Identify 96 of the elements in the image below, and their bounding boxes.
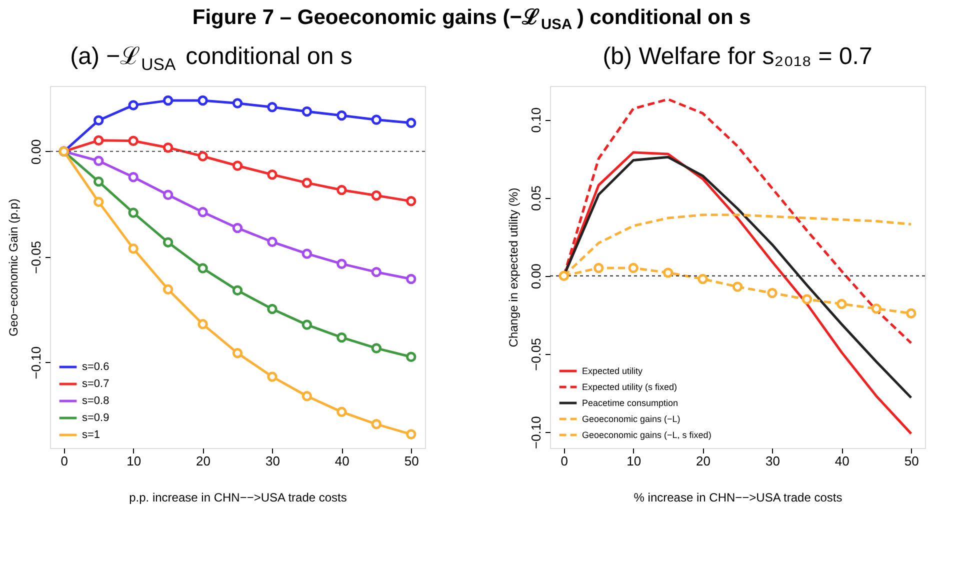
legend-label: Geoeconomic gains (−L): [582, 414, 680, 424]
point: [836, 298, 847, 310]
point: [267, 236, 278, 248]
x-tick-label: 0: [560, 454, 568, 468]
point: [232, 160, 243, 171]
point: [371, 343, 382, 354]
point: [906, 308, 916, 318]
point: [406, 274, 416, 284]
point: [93, 156, 104, 166]
point: [232, 348, 243, 358]
x-axis-title: p.p. increase in CHN−−>USA trade costs: [129, 490, 347, 504]
legend-label: s=0.7: [82, 378, 110, 390]
point: [267, 169, 278, 180]
x-tick-label: 40: [334, 454, 350, 468]
point: [93, 196, 104, 207]
legend-label: Expected utility (s fixed): [582, 382, 678, 392]
point: [162, 142, 174, 153]
point: [302, 320, 312, 330]
point: [128, 208, 138, 218]
x-tick-label: 20: [696, 454, 711, 468]
point: [198, 151, 208, 162]
point: [371, 114, 382, 125]
point: [871, 304, 882, 314]
point: [128, 100, 138, 110]
y-tick-label: −0.10: [528, 416, 544, 450]
point: [162, 95, 174, 106]
legend-label: Peacetime consumption: [582, 398, 678, 408]
point: [336, 406, 347, 418]
legend-label: Expected utility: [582, 366, 644, 376]
point: [162, 237, 174, 248]
point: [198, 319, 208, 330]
point: [336, 110, 347, 121]
y-axis-title: Geo−economic Gain (p.p): [6, 198, 20, 336]
point: [406, 352, 416, 362]
point: [198, 263, 208, 274]
point: [93, 176, 104, 187]
point: [302, 248, 312, 259]
y-tick-label: −0.05: [528, 338, 544, 371]
y-tick-label: 0.10: [528, 107, 544, 133]
y-tick-label: −0.10: [28, 346, 44, 380]
point: [232, 222, 243, 234]
point: [128, 172, 138, 182]
point: [732, 282, 743, 292]
point: [406, 196, 416, 206]
x-tick-label: 10: [626, 454, 642, 468]
legend-label: s=1: [82, 429, 100, 441]
point: [267, 102, 278, 112]
x-tick-label: 50: [404, 454, 419, 468]
point: [232, 98, 243, 108]
legend-label: s=0.9: [82, 412, 110, 424]
point: [267, 304, 278, 314]
point: [767, 288, 778, 298]
point: [371, 266, 382, 278]
point: [558, 270, 570, 281]
x-tick-label: 30: [765, 454, 780, 468]
point: [198, 207, 208, 218]
x-axis-title: % increase in CHN−−>USA trade costs: [634, 490, 842, 504]
x-tick-label: 10: [126, 454, 142, 468]
point: [128, 244, 138, 254]
point: [302, 106, 312, 117]
x-tick-label: 0: [60, 454, 68, 468]
y-tick-label: 0.05: [528, 186, 544, 211]
point: [302, 390, 312, 402]
point: [162, 284, 174, 294]
x-tick-label: 20: [196, 454, 211, 468]
point: [662, 268, 674, 278]
point: [593, 262, 604, 274]
point: [302, 178, 312, 188]
point: [336, 258, 347, 269]
point: [162, 190, 174, 200]
x-tick-label: 40: [834, 454, 850, 468]
point: [628, 262, 638, 274]
point: [802, 294, 812, 304]
point: [371, 190, 382, 201]
point: [128, 136, 138, 146]
point: [267, 372, 278, 382]
point: [406, 429, 416, 440]
x-tick-label: 30: [265, 454, 280, 468]
legend-label: s=0.6: [82, 361, 110, 373]
point: [232, 285, 243, 296]
point: [336, 332, 347, 343]
point: [406, 118, 416, 128]
y-axis-title: Change in expected utility (%): [506, 188, 520, 348]
legend-label: s=0.8: [82, 395, 110, 407]
point: [93, 135, 104, 146]
point: [198, 95, 208, 106]
y-tick-label: 0.00: [528, 264, 544, 289]
y-tick-label: −0.05: [28, 240, 44, 274]
point: [336, 184, 347, 196]
x-tick-label: 50: [904, 454, 919, 468]
chart-title: (b) Welfare for s₂₀₁₈ = 0.7: [602, 43, 872, 70]
y-tick-label: 0.00: [28, 139, 44, 165]
point: [93, 115, 104, 126]
point: [371, 419, 382, 430]
point: [698, 274, 708, 284]
legend-label: Geoeconomic gains (−L, s fixed): [582, 430, 712, 440]
